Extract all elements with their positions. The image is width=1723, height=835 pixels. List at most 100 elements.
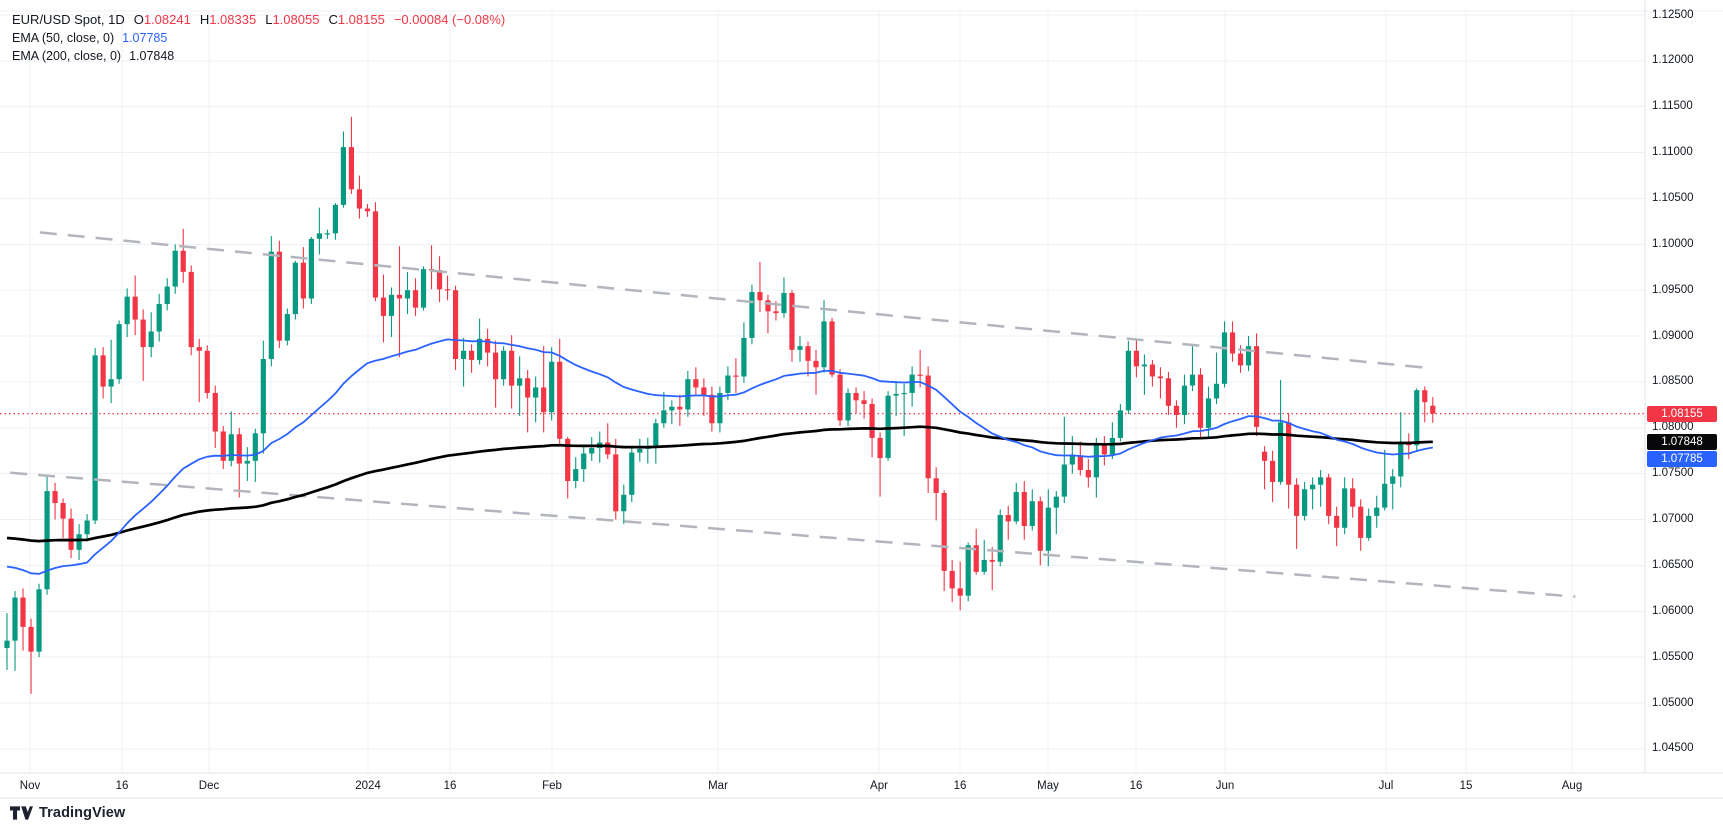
candle-body <box>709 394 715 424</box>
candle-body <box>308 238 314 299</box>
candle-body <box>444 289 451 291</box>
ohlc-high-label: H <box>199 12 210 27</box>
candle-body <box>372 211 379 298</box>
candle-body <box>76 534 82 550</box>
candle-body <box>493 352 499 380</box>
candle-body <box>581 453 587 470</box>
ohlc-open-value: 1.08241 <box>143 12 191 27</box>
candle-body <box>220 431 226 461</box>
tradingview-logo-icon <box>10 806 33 820</box>
candle-body <box>637 448 643 453</box>
candle-body <box>677 406 683 410</box>
ema200-label: EMA (200, close, 0) <box>12 49 122 63</box>
candle-body <box>4 640 10 648</box>
candle-body <box>565 438 571 482</box>
price-axis-label: 1.10000 <box>1652 237 1694 250</box>
candle-body <box>100 355 106 387</box>
time-axis-label: Aug <box>1561 780 1583 792</box>
candle-body <box>893 393 899 396</box>
candle-body <box>917 374 923 376</box>
legend-ema50-row[interactable]: EMA (50, close, 0) 1.07785 <box>12 29 505 47</box>
candle-body <box>276 251 282 341</box>
candle-body <box>60 503 66 519</box>
time-axis-label: Jul <box>1378 780 1394 792</box>
candle-body <box>252 433 258 461</box>
price-axis-label: 1.08000 <box>1652 421 1694 434</box>
candle-body <box>1221 332 1228 384</box>
candle-body <box>1133 350 1140 367</box>
time-axis-label: Nov <box>19 780 41 792</box>
candle-body <box>1310 484 1316 490</box>
price-axis-label: 1.08500 <box>1652 375 1694 388</box>
candle-body <box>1085 470 1091 478</box>
tradingview-logo[interactable]: TradingView <box>10 805 125 821</box>
candle-body <box>965 545 971 596</box>
ohlc-high-value: 1.08335 <box>209 12 257 27</box>
candle-body <box>1181 385 1188 415</box>
candle-body <box>1061 464 1067 497</box>
candle-body <box>805 346 811 361</box>
candle-body <box>92 355 98 521</box>
candle-body <box>557 361 563 439</box>
candle-body <box>861 400 867 404</box>
candle-body <box>1318 477 1324 485</box>
candle-body <box>957 588 963 596</box>
candle-body <box>773 311 779 314</box>
candle-body <box>1342 488 1348 528</box>
ohlc-low-value: 1.08055 <box>272 12 320 27</box>
ohlc-close-value: 1.08155 <box>337 12 385 27</box>
candle-body <box>605 442 611 455</box>
legend-symbol-row[interactable]: EUR/USD Spot, 1D O1.08241 H1.08335 L1.08055… <box>12 11 505 29</box>
candle-body <box>933 478 939 493</box>
candle-body <box>685 379 691 410</box>
price-axis-label: 1.07500 <box>1652 467 1694 480</box>
change-value: −0.00084 (−0.08%) <box>393 12 506 27</box>
candle-body <box>108 379 114 387</box>
candle-body <box>1149 364 1156 377</box>
candle-body <box>20 597 26 627</box>
candle-body <box>228 434 234 461</box>
candle-body <box>653 423 659 448</box>
candle-body <box>869 403 875 438</box>
candle-body <box>533 387 539 398</box>
candle-body <box>1053 496 1059 508</box>
candle-body <box>1173 405 1180 415</box>
candle-body <box>180 250 186 272</box>
candle-body <box>1077 455 1083 471</box>
candle-body <box>501 350 507 380</box>
candle-body <box>1286 422 1292 485</box>
candle-body <box>292 262 298 315</box>
price-axis-label: 1.04500 <box>1652 742 1694 755</box>
candle-body <box>813 360 819 368</box>
ema50-value: 1.07785 <box>122 31 168 45</box>
time-axis-label: Mar <box>708 780 728 792</box>
candle-body <box>468 350 475 360</box>
legend-ema200-row[interactable]: EMA (200, close, 0) 1.07848 <box>12 47 505 65</box>
candle-body <box>1029 501 1035 526</box>
candle-body <box>1165 378 1172 406</box>
candle-body <box>485 338 491 353</box>
candle-body <box>1229 332 1236 354</box>
candle-body <box>1117 410 1123 438</box>
candle-body <box>749 292 755 338</box>
candle-body <box>1398 441 1404 477</box>
candle-body <box>1013 492 1019 522</box>
candle-body <box>1414 390 1420 446</box>
candle-body <box>388 294 395 316</box>
candle-body <box>340 147 347 205</box>
candle-body <box>188 271 194 348</box>
ohlc-open-label: O <box>133 12 144 27</box>
candle-body <box>1277 422 1284 482</box>
candle-body <box>124 296 130 325</box>
time-axis-label: 16 <box>443 780 457 792</box>
candle-body <box>1390 476 1396 484</box>
candle-body <box>613 454 619 512</box>
candle-body <box>28 626 34 652</box>
time-axis-label: Apr <box>870 780 888 792</box>
candle-body <box>789 292 795 350</box>
candle-body <box>156 303 162 332</box>
candle-body <box>701 387 707 395</box>
candle-body <box>693 379 699 388</box>
